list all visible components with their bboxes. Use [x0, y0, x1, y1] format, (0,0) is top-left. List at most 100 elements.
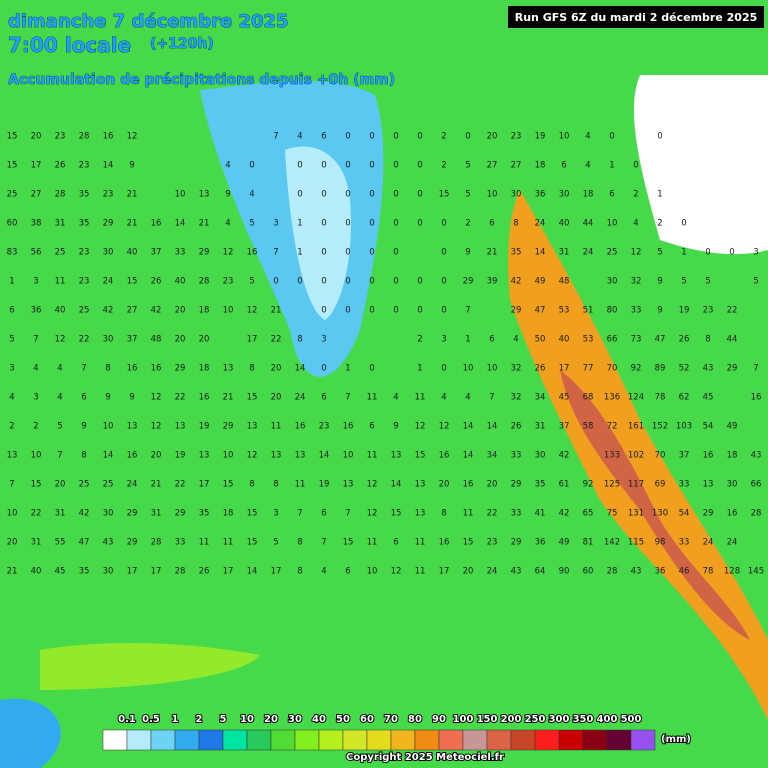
grid-value: 27 — [511, 161, 522, 171]
grid-value: 0 — [417, 277, 422, 287]
grid-value: 32 — [511, 364, 522, 374]
legend-label: 250 — [525, 714, 546, 725]
grid-value: 32 — [631, 277, 642, 287]
grid-value: 19 — [199, 422, 210, 432]
grid-value: 16 — [439, 538, 450, 548]
grid-value: 11 — [415, 393, 426, 403]
grid-value: 10 — [175, 190, 186, 200]
grid-value: 1 — [681, 248, 686, 258]
grid-value: 40 — [559, 335, 570, 345]
grid-value: 12 — [367, 509, 378, 519]
grid-value: 25 — [7, 190, 18, 200]
run-box — [508, 6, 764, 28]
grid-value: 16 — [439, 451, 450, 461]
grid-value: 24 — [535, 219, 546, 229]
grid-value: 6 — [9, 306, 14, 316]
grid-value: 0 — [321, 219, 326, 229]
legend-label: 500 — [621, 714, 642, 725]
grid-value: 29 — [727, 364, 738, 374]
grid-value: 1 — [297, 219, 302, 229]
grid-value: 62 — [679, 393, 690, 403]
legend-swatch — [150, 729, 176, 751]
grid-value: 6 — [321, 509, 326, 519]
grid-value: 21 — [487, 248, 498, 258]
grid-value: 0 — [417, 161, 422, 171]
grid-value: 3 — [441, 335, 446, 345]
grid-value: 8 — [297, 567, 302, 577]
grid-value: 45 — [559, 393, 570, 403]
grid-value: 40 — [175, 277, 186, 287]
grid-value: 56 — [31, 248, 42, 258]
grid-value: 30 — [535, 451, 546, 461]
legend-swatch — [246, 729, 272, 751]
grid-value: 11 — [295, 480, 306, 490]
grid-value: 49 — [559, 538, 570, 548]
grid-value: 10 — [223, 306, 234, 316]
grid-value: 0 — [393, 277, 398, 287]
subtitle: Accumulation de précipitations depuis +0… — [8, 72, 395, 88]
grid-value: 0 — [273, 277, 278, 287]
grid-value: 0 — [369, 219, 374, 229]
grid-value: 0 — [393, 132, 398, 142]
grid-value: 12 — [439, 422, 450, 432]
grid-value: 0 — [417, 219, 422, 229]
grid-value: 16 — [703, 451, 714, 461]
grid-value: 0 — [321, 277, 326, 287]
grid-value: 0 — [393, 219, 398, 229]
grid-value: 37 — [559, 422, 570, 432]
grid-value: 54 — [679, 509, 690, 519]
grid-value: 22 — [175, 393, 186, 403]
grid-value: 30 — [103, 248, 114, 258]
grid-value: 4 — [225, 161, 230, 171]
legend-label: 100 — [453, 714, 474, 725]
grid-value: 0 — [297, 190, 302, 200]
grid-value: 0 — [321, 248, 326, 258]
grid-value: 5 — [753, 277, 758, 287]
grid-value: 35 — [79, 567, 90, 577]
grid-value: 5 — [465, 161, 470, 171]
grid-value: 11 — [415, 567, 426, 577]
grid-value: 3 — [273, 219, 278, 229]
grid-value: 65 — [583, 509, 594, 519]
legend-swatch — [558, 729, 584, 751]
grid-value: 52 — [679, 364, 690, 374]
grid-value: 10 — [367, 567, 378, 577]
grid-value: 4 — [585, 132, 590, 142]
grid-value: 15 — [31, 480, 42, 490]
grid-value: 31 — [31, 538, 42, 548]
dry-area — [285, 146, 351, 320]
grid-value: 23 — [79, 248, 90, 258]
grid-value: 28 — [79, 132, 90, 142]
grid-value: 26 — [55, 161, 66, 171]
grid-value: 25 — [79, 306, 90, 316]
grid-value: 17 — [271, 567, 282, 577]
grid-value: 10 — [607, 219, 618, 229]
grid-value: 7 — [81, 364, 86, 374]
grid-value: 28 — [151, 538, 162, 548]
grid-value: 20 — [271, 393, 282, 403]
legend-label: 50 — [336, 714, 350, 725]
grid-value: 42 — [559, 451, 570, 461]
grid-value: 3 — [753, 248, 758, 258]
grid-value: 46 — [679, 567, 690, 577]
grid-value: 12 — [223, 248, 234, 258]
grid-value: 5 — [249, 277, 254, 287]
grid-value: 4 — [393, 393, 398, 403]
grid-value: 0 — [393, 248, 398, 258]
grid-value: 28 — [55, 190, 66, 200]
grid-value: 17 — [559, 364, 570, 374]
grid-value: 13 — [199, 451, 210, 461]
grid-value: 35 — [79, 190, 90, 200]
run-label: Run GFS 6Z du mardi 2 décembre 2025 — [515, 11, 758, 24]
grid-value: 24 — [703, 538, 714, 548]
grid-value: 9 — [393, 422, 398, 432]
grid-value: 10 — [103, 422, 114, 432]
grid-value: 25 — [103, 480, 114, 490]
grid-value: 75 — [607, 509, 618, 519]
grid-value: 131 — [628, 509, 644, 519]
grid-value: 26 — [199, 567, 210, 577]
grid-value: 0 — [321, 364, 326, 374]
grid-value: 5 — [681, 277, 686, 287]
grid-value: 4 — [297, 132, 302, 142]
grid-value: 17 — [223, 567, 234, 577]
